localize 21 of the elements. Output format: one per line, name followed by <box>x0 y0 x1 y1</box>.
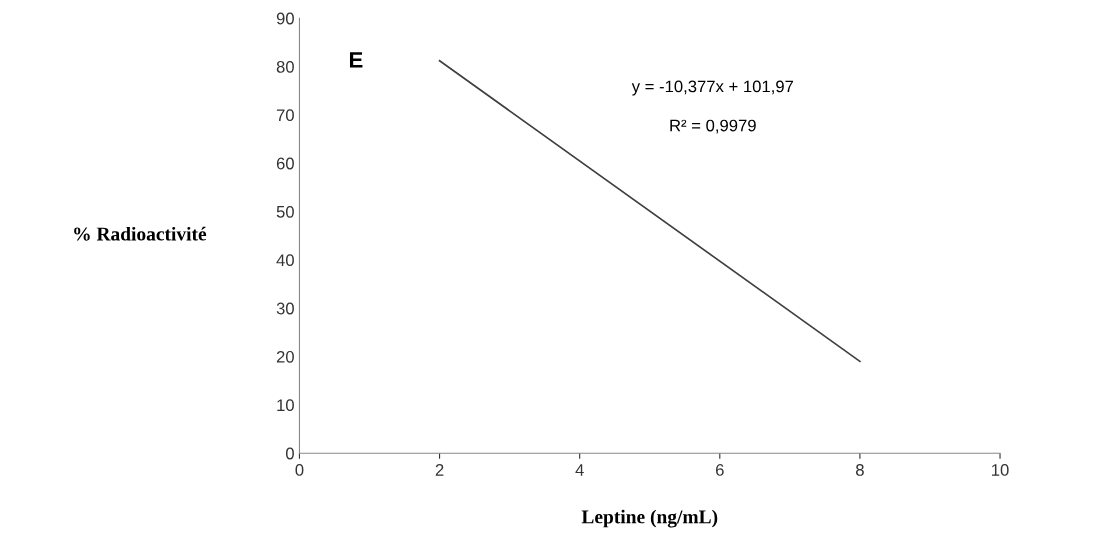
annotation: E <box>349 52 363 68</box>
y-tick-label: 0 <box>285 447 294 460</box>
y-tick-label: 70 <box>276 109 294 122</box>
y-tick-label: 90 <box>276 12 294 25</box>
x-tick-label: 4 <box>575 464 584 476</box>
y-tick-label: 80 <box>276 60 294 73</box>
x-tick-label: 2 <box>435 464 444 476</box>
x-tick-label: 10 <box>992 464 1009 476</box>
x-tick-label: 0 <box>295 464 304 476</box>
x-tick-label: 8 <box>856 464 864 476</box>
x-tick-label: 6 <box>716 464 724 476</box>
annotation: R² = 0,9979 <box>670 119 756 134</box>
y-tick-label: 60 <box>276 157 294 170</box>
y-tick-label: 50 <box>276 205 294 218</box>
x-axis-title: Leptine (ng/mL) <box>581 509 718 528</box>
y-tick-label: 10 <box>277 399 294 412</box>
y-tick-label: 20 <box>276 350 294 363</box>
y-tick-label: 40 <box>276 254 294 267</box>
annotation: y = -10,377x + 101,97 <box>631 80 794 96</box>
y-axis-title: % Radioactivité <box>74 226 207 241</box>
y-tick-label: 30 <box>276 302 294 315</box>
